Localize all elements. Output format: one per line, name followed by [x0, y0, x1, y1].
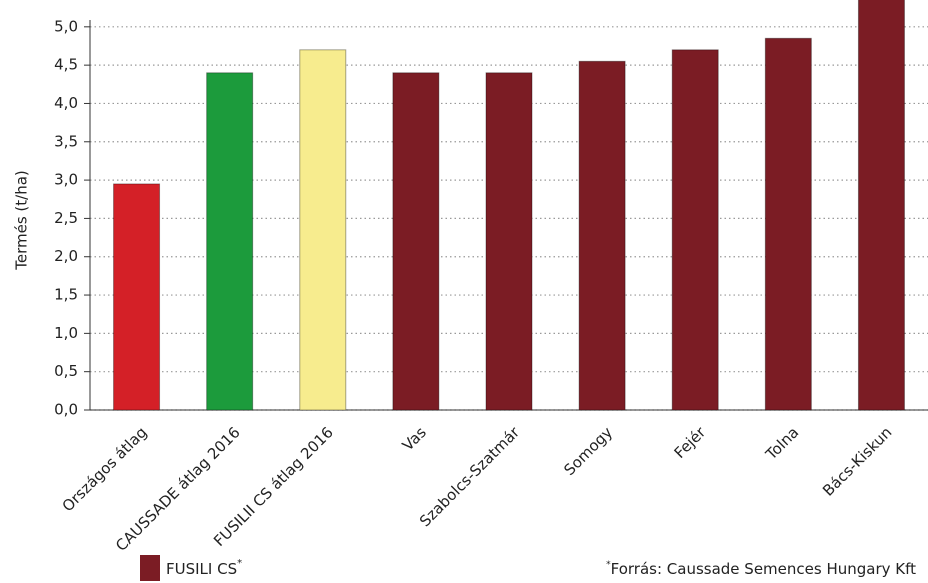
y-tick-label: 3,0 [54, 171, 78, 189]
y-tick-label: 2,0 [54, 247, 78, 265]
y-tick-label: 5,0 [54, 17, 78, 35]
x-tick-label: Vas [399, 423, 430, 454]
legend-label: FUSILI CS* [166, 558, 242, 578]
bar [206, 72, 254, 411]
y-tick-label: 4,0 [54, 94, 78, 112]
x-tick-label: Tolna [762, 423, 803, 464]
x-tick-label: Országos átlag [59, 423, 151, 515]
bar [299, 49, 347, 411]
x-tick-label: Fejér [671, 423, 710, 462]
y-tick-label: 2,5 [54, 209, 78, 227]
bar [392, 72, 440, 411]
y-axis-label: Termés (t/ha) [13, 170, 31, 271]
bar [578, 60, 626, 411]
y-tick-label: 1,0 [54, 324, 78, 342]
y-tick-label: 0,5 [54, 362, 78, 380]
legend-swatch [140, 555, 160, 581]
x-tick-label: Somogy [560, 423, 616, 479]
y-tick-label: 4,5 [54, 56, 78, 74]
x-tick-label: Bács-Kiskun [819, 423, 895, 499]
bar [485, 72, 533, 411]
y-tick-label: 0,0 [54, 401, 78, 419]
bar [764, 37, 812, 411]
source-text: Forrás: Caussade Semences Hungary Kft [611, 560, 917, 578]
y-tick-label: 1,5 [54, 286, 78, 304]
bar [113, 183, 161, 411]
source-note: *Forrás: Caussade Semences Hungary Kft [606, 560, 916, 578]
legend-mark: * [237, 558, 242, 569]
source-mark: * [606, 560, 611, 570]
bar [857, 0, 905, 411]
legend-text: FUSILI CS [166, 560, 237, 578]
x-tick-label: Szabolcs-Szatmár [416, 423, 524, 531]
bar [671, 49, 719, 411]
y-tick-label: 3,5 [54, 132, 78, 150]
